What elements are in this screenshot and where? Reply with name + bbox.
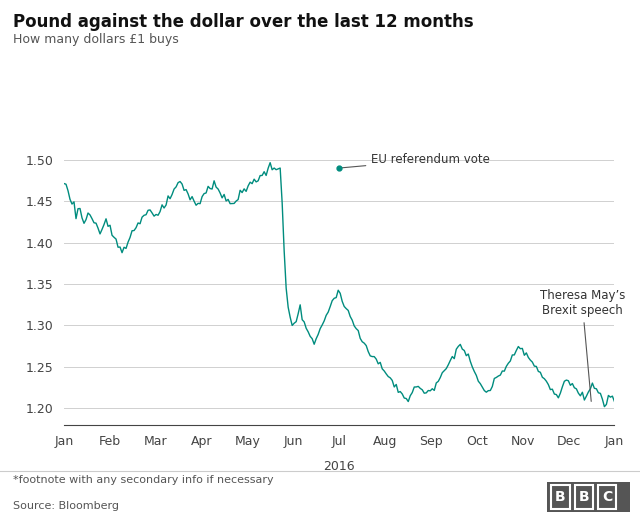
Text: Theresa May’s
Brexit speech: Theresa May’s Brexit speech (540, 289, 625, 401)
Text: Pound against the dollar over the last 12 months: Pound against the dollar over the last 1… (13, 13, 474, 31)
Text: How many dollars £1 buys: How many dollars £1 buys (13, 33, 179, 46)
Text: B: B (555, 490, 566, 504)
Text: C: C (602, 490, 612, 504)
Bar (598, 485, 616, 509)
Bar (552, 485, 570, 509)
Text: 2016: 2016 (323, 460, 355, 473)
Bar (575, 485, 593, 509)
Text: B: B (579, 490, 589, 504)
Text: Source: Bloomberg: Source: Bloomberg (13, 501, 119, 510)
Text: *footnote with any secondary info if necessary: *footnote with any secondary info if nec… (13, 475, 273, 485)
Text: EU referendum vote: EU referendum vote (342, 153, 490, 168)
